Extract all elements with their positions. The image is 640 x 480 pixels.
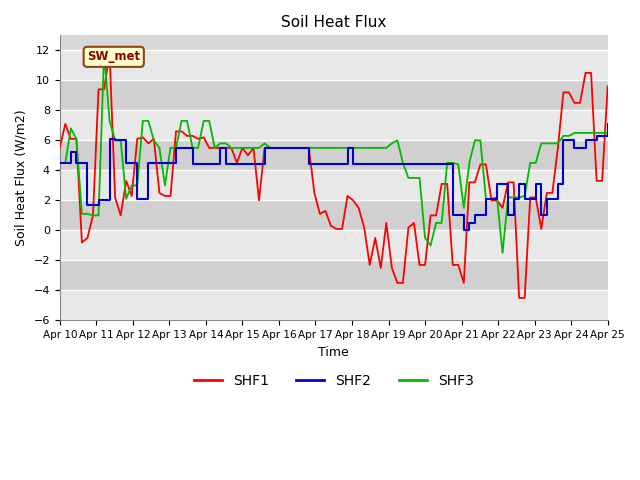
SHF2 <box>565 137 573 143</box>
SHF2 <box>383 161 390 167</box>
Legend: SHF1, SHF2, SHF3: SHF1, SHF2, SHF3 <box>188 368 479 393</box>
SHF3 <box>388 141 396 146</box>
Bar <box>60 290 608 321</box>
Title: Soil Heat Flux: Soil Heat Flux <box>281 15 387 30</box>
Text: SW_met: SW_met <box>87 50 140 63</box>
Bar <box>60 201 608 230</box>
SHF1 <box>571 100 579 106</box>
Bar <box>60 170 608 201</box>
SHF3 <box>56 160 63 166</box>
SHF2 <box>582 137 589 143</box>
SHF2 <box>460 228 468 233</box>
SHF2 <box>604 121 612 127</box>
SHF1 <box>604 84 612 89</box>
Line: SHF2: SHF2 <box>60 124 608 230</box>
Line: SHF1: SHF1 <box>60 53 608 298</box>
X-axis label: Time: Time <box>318 346 349 359</box>
Bar <box>60 261 608 290</box>
SHF2 <box>183 145 191 151</box>
SHF1 <box>388 265 396 271</box>
Bar <box>60 50 608 80</box>
SHF1 <box>588 70 595 76</box>
SHF1 <box>515 295 523 301</box>
Line: SHF3: SHF3 <box>60 53 608 253</box>
Bar <box>60 230 608 261</box>
Y-axis label: Soil Heat Flux (W/m2): Soil Heat Flux (W/m2) <box>15 109 28 246</box>
SHF3 <box>344 145 351 151</box>
SHF2 <box>56 160 63 166</box>
SHF2 <box>338 161 346 167</box>
SHF1 <box>166 193 174 199</box>
SHF1 <box>189 133 196 139</box>
SHF3 <box>166 145 174 151</box>
SHF3 <box>604 130 612 136</box>
SHF1 <box>344 193 351 199</box>
Bar <box>60 140 608 170</box>
SHF1 <box>106 50 113 56</box>
SHF3 <box>100 50 108 56</box>
SHF3 <box>499 250 506 256</box>
SHF3 <box>571 130 579 136</box>
SHF3 <box>189 145 196 151</box>
Bar <box>60 110 608 140</box>
SHF3 <box>588 130 595 136</box>
SHF2 <box>161 160 169 166</box>
Bar <box>60 80 608 110</box>
SHF1 <box>56 145 63 151</box>
